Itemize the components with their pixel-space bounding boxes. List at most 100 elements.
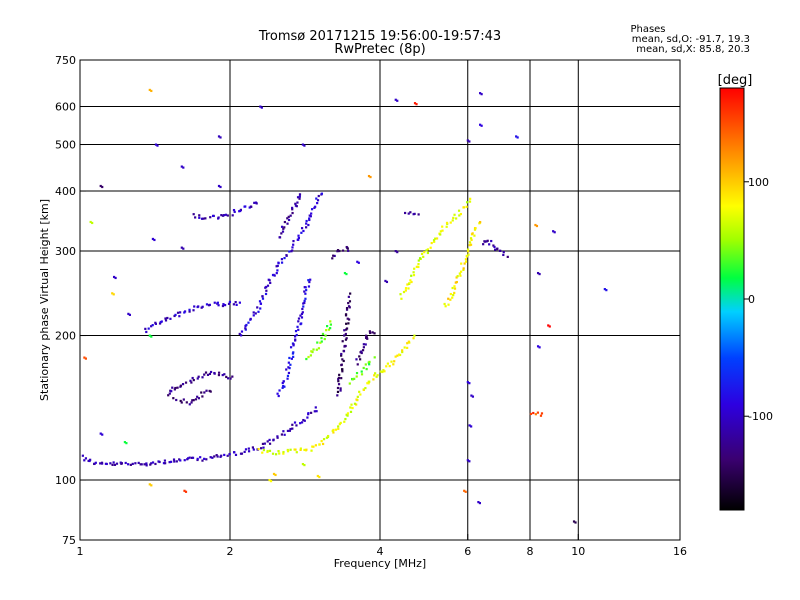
data-point: [202, 217, 205, 220]
data-point: [287, 361, 290, 364]
data-point: [83, 356, 86, 359]
data-point: [323, 337, 326, 341]
data-point: [443, 302, 446, 306]
data-point: [396, 99, 399, 102]
data-point: [361, 349, 365, 352]
data-point: [205, 303, 209, 306]
data-point: [239, 209, 242, 213]
data-point: [100, 462, 104, 465]
data-point: [211, 214, 215, 218]
data-point: [222, 303, 225, 306]
data-point: [221, 304, 225, 308]
data-point: [498, 249, 502, 252]
data-point: [346, 317, 349, 320]
data-point: [371, 331, 374, 334]
data-point: [240, 334, 243, 337]
data-point: [191, 376, 194, 380]
data-point: [84, 357, 87, 360]
data-point: [99, 462, 102, 465]
data-point: [217, 304, 220, 307]
data-point: [201, 305, 204, 308]
data-point: [466, 459, 469, 462]
data-point: [430, 241, 433, 245]
data-point: [325, 329, 328, 332]
data-point: [201, 376, 204, 379]
data-point: [345, 322, 348, 325]
data-point: [479, 220, 482, 224]
y-tick-label: 600: [55, 101, 76, 114]
data-point: [312, 348, 315, 351]
data-point: [345, 272, 348, 276]
data-point: [289, 363, 292, 366]
data-point: [194, 398, 198, 401]
data-point: [260, 447, 263, 450]
data-point: [301, 311, 304, 314]
data-point: [347, 322, 350, 325]
data-point: [278, 452, 281, 455]
data-point: [467, 253, 470, 256]
data-point: [364, 363, 367, 366]
data-point: [298, 197, 301, 200]
data-point: [211, 456, 214, 459]
data-point: [439, 230, 442, 233]
data-point: [197, 397, 200, 400]
data-point: [333, 254, 336, 258]
data-point: [198, 214, 201, 217]
data-point: [101, 433, 104, 436]
data-point: [272, 438, 275, 441]
data-point: [502, 253, 505, 257]
data-point: [89, 220, 92, 224]
data-point: [191, 456, 195, 459]
data-point: [273, 274, 276, 277]
data-point: [312, 445, 315, 448]
data-point: [396, 354, 399, 357]
data-point: [305, 289, 308, 292]
data-point: [451, 219, 454, 222]
data-point: [268, 479, 271, 482]
data-point: [200, 217, 204, 220]
data-point: [183, 459, 186, 462]
data-point: [375, 375, 378, 378]
data-point: [384, 279, 387, 283]
data-point: [368, 330, 371, 333]
data-point: [304, 297, 307, 300]
data-point: [329, 323, 332, 326]
data-point: [413, 334, 416, 337]
data-point: [164, 319, 168, 322]
data-point: [360, 350, 363, 353]
data-point: [286, 222, 289, 225]
data-point: [221, 373, 224, 377]
colorbar-label: [deg]: [718, 73, 753, 88]
data-point: [412, 337, 415, 340]
data-point: [286, 450, 290, 453]
data-point: [305, 226, 308, 229]
data-point: [477, 500, 480, 504]
data-point: [315, 348, 318, 351]
data-point: [356, 395, 359, 398]
data-point: [298, 195, 301, 198]
data-point: [415, 265, 418, 268]
data-point: [534, 223, 537, 227]
data-point: [301, 462, 305, 466]
data-point: [209, 216, 212, 219]
data-point: [252, 311, 255, 314]
data-point: [204, 371, 208, 374]
data-point: [205, 389, 208, 392]
data-point: [368, 380, 371, 383]
data-point: [454, 281, 457, 284]
data-point: [151, 324, 154, 327]
data-point: [266, 449, 269, 453]
data-point: [197, 305, 200, 308]
data-point: [355, 375, 358, 378]
data-point: [326, 325, 329, 328]
data-point: [234, 453, 238, 457]
data-point: [256, 306, 259, 309]
data-point: [366, 382, 369, 385]
data-point: [113, 463, 117, 466]
data-point: [486, 239, 489, 242]
data-point: [296, 325, 299, 328]
data-point: [257, 447, 260, 451]
data-point: [455, 217, 458, 220]
data-point: [355, 398, 358, 401]
data-point: [190, 401, 193, 404]
